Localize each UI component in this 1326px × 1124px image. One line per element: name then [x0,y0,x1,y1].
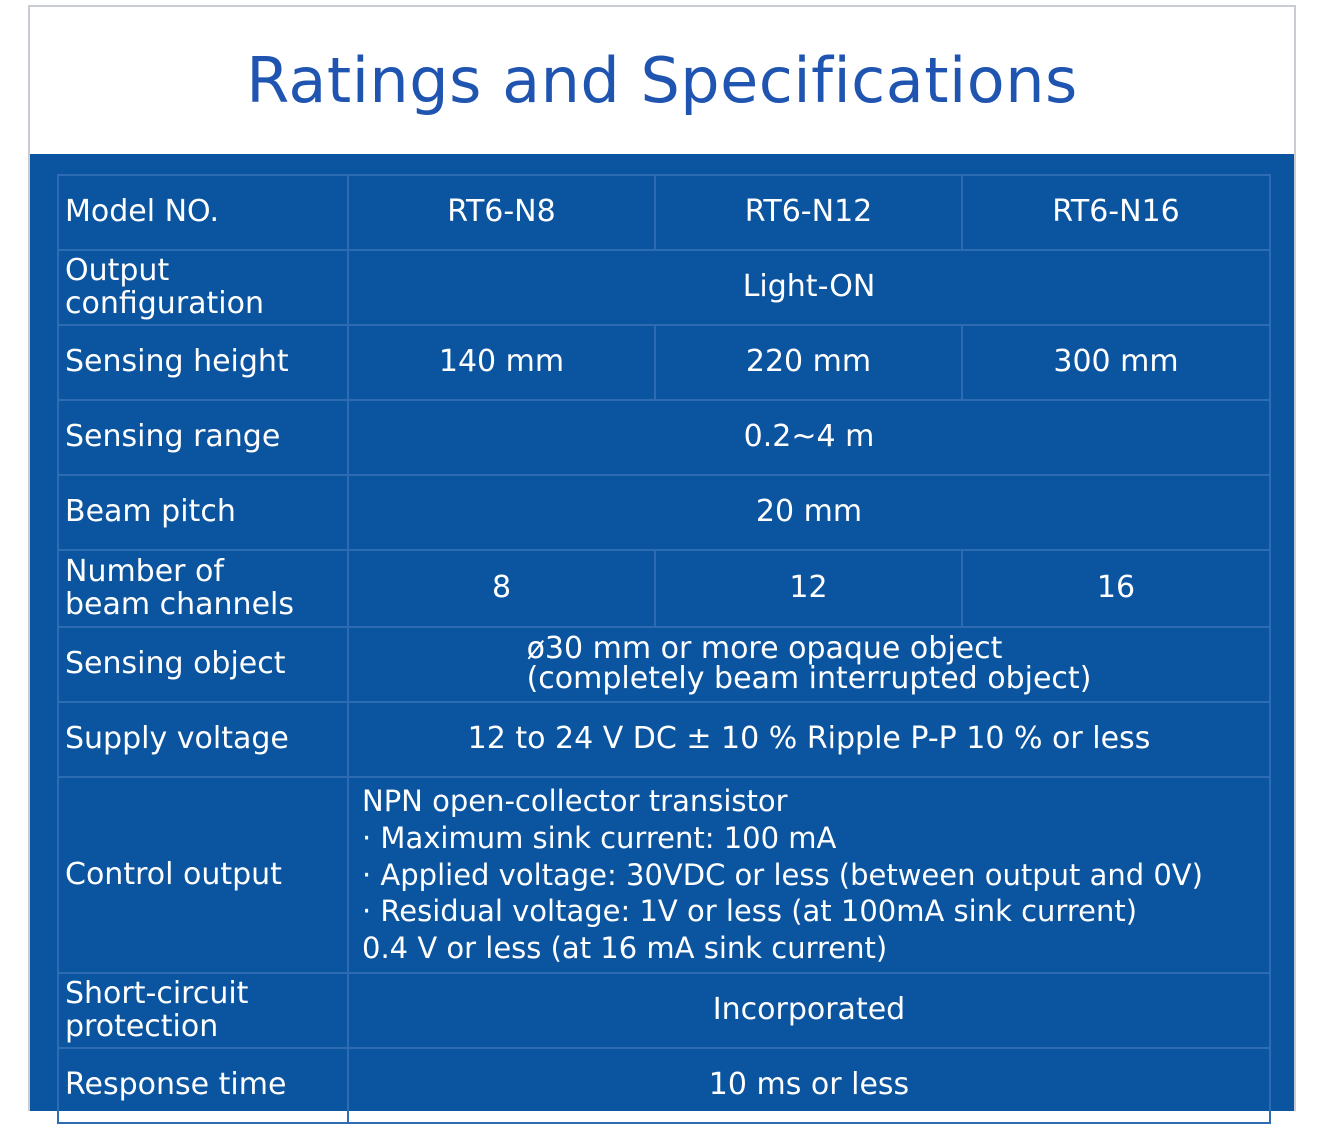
table-row-model: Model NO. RT6-N8 RT6-N12 RT6-N16 [57,174,1271,251]
row-label: Model NO. [57,174,349,251]
table-row-supply-voltage: Supply voltage 12 to 24 V DC ± 10 % Ripp… [57,701,1271,778]
control-output-line: · Residual voltage: 1V or less (at 100mA… [362,894,1138,929]
control-output-value: NPN open-collector transistor · Maximum … [347,776,1271,974]
sensing-object-text: ø30 mm or more opaque object (completely… [526,630,1092,696]
row-label: Output configuration [57,249,349,326]
row-label: Sensing range [57,399,349,476]
label-line: protection [65,1008,219,1044]
response-time-value: 10 ms or less [347,1047,1271,1124]
label-line: configuration [65,285,264,321]
model-rt6-n12: RT6-N12 [654,174,963,251]
short-circuit-value: Incorporated [347,972,1271,1049]
table-row-sensing-height: Sensing height 140 mm 220 mm 300 mm [57,324,1271,401]
sensing-height-value: 220 mm [654,324,963,401]
row-label: Sensing height [57,324,349,401]
spec-sheet: Ratings and Specifications Model NO. RT6… [28,5,1296,1124]
table-row-short-circuit: Short-circuit protection Incorporated [57,972,1271,1049]
model-rt6-n16: RT6-N16 [961,174,1271,251]
row-label: Control output [57,776,349,974]
control-output-line: NPN open-collector transistor [362,783,788,818]
value-line: (completely beam interrupted object) [526,660,1092,696]
beam-pitch-value: 20 mm [347,474,1271,551]
page-title: Ratings and Specifications [246,43,1078,117]
table-row-response-time: Response time 10 ms or less [57,1047,1271,1124]
table-row-control-output: Control output NPN open-collector transi… [57,776,1271,974]
table-row-beam-pitch: Beam pitch 20 mm [57,474,1271,551]
label-line: Number of [65,554,224,590]
control-output-line: · Maximum sink current: 100 mA [362,820,837,855]
table-row-sensing-range: Sensing range 0.2~4 m [57,399,1271,476]
sensing-height-value: 300 mm [961,324,1271,401]
label-line: beam channels [65,586,294,622]
control-output-line: · Applied voltage: 30VDC or less (betwee… [362,857,1203,892]
control-output-line: 0.4 V or less (at 16 mA sink current) [362,931,888,966]
table-row-sensing-object: Sensing object ø30 mm or more opaque obj… [57,626,1271,703]
label-line: Output [65,253,170,289]
spec-panel: Model NO. RT6-N8 RT6-N12 RT6-N16 Output … [30,154,1294,1124]
row-label: Beam pitch [57,474,349,551]
beam-channels-value: 16 [961,549,1271,628]
beam-channels-value: 8 [347,549,656,628]
beam-channels-value: 12 [654,549,963,628]
row-label: Number of beam channels [57,549,349,628]
model-rt6-n8: RT6-N8 [347,174,656,251]
row-label: Supply voltage [57,701,349,778]
label-line: Short-circuit [65,976,249,1012]
spec-table: Model NO. RT6-N8 RT6-N12 RT6-N16 Output … [57,174,1271,1124]
output-configuration-value: Light-ON [347,249,1271,326]
row-label: Response time [57,1047,349,1124]
sensing-range-value: 0.2~4 m [347,399,1271,476]
sensing-height-value: 140 mm [347,324,656,401]
table-row-beam-channels: Number of beam channels 8 12 16 [57,549,1271,628]
table-row-output-configuration: Output configuration Light-ON [57,249,1271,326]
row-label: Short-circuit protection [57,972,349,1049]
supply-voltage-value: 12 to 24 V DC ± 10 % Ripple P-P 10 % or … [347,701,1271,778]
sensing-object-value: ø30 mm or more opaque object (completely… [347,626,1271,703]
value-line: ø30 mm or more opaque object [526,630,1003,666]
row-label: Sensing object [57,626,349,703]
